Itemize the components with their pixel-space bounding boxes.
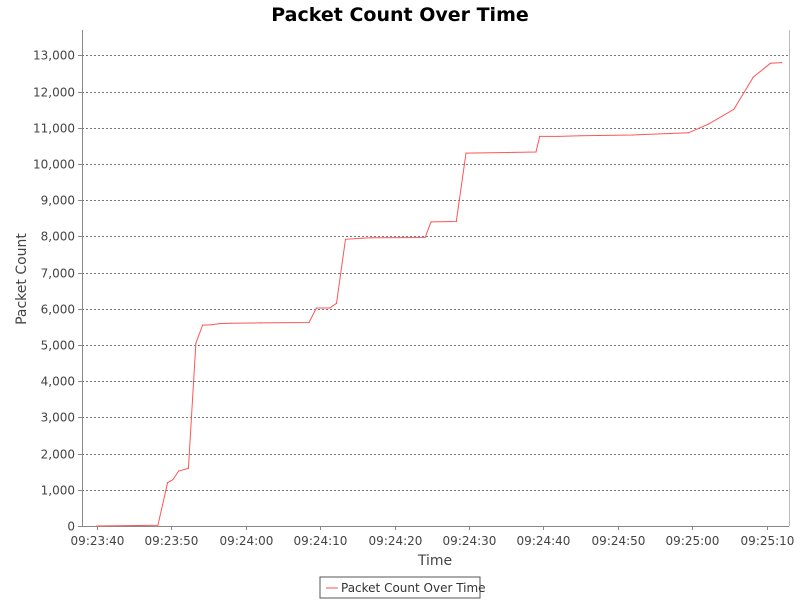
x-tick-label: 09:24:20	[369, 534, 423, 548]
data-point	[315, 307, 317, 309]
y-axis-label: Packet Count	[14, 233, 30, 325]
y-tick-label: 7,000	[41, 267, 75, 281]
data-point	[687, 132, 690, 134]
y-tick-label: 6,000	[41, 303, 75, 317]
x-tick-label: 09:24:50	[592, 534, 646, 548]
data-point	[202, 324, 204, 326]
y-tick-label: 10,000	[33, 158, 75, 172]
y-tick-label: 2,000	[41, 448, 75, 462]
data-point	[424, 236, 426, 239]
y-tick-label: 11,000	[33, 122, 75, 136]
plot-area	[82, 30, 789, 526]
y-tick-label: 13,000	[33, 49, 75, 63]
y-tick-label: 4,000	[41, 375, 75, 389]
x-tick-label: 09:25:10	[741, 534, 795, 548]
x-tick-label: 09:24:00	[220, 534, 274, 548]
legend: Packet Count Over Time	[319, 576, 486, 599]
data-point	[178, 470, 180, 472]
data-point	[708, 123, 710, 125]
x-tick-label: 09:25:00	[666, 534, 720, 548]
x-tick-label: 09:24:30	[443, 534, 497, 548]
y-tick-label: 8,000	[41, 230, 75, 244]
data-point	[230, 322, 232, 324]
y-tick-label: 3,000	[41, 411, 75, 425]
y-tick-label: 12,000	[33, 86, 75, 100]
data-point	[557, 135, 559, 137]
data-point	[752, 76, 754, 78]
y-tick-label: 5,000	[41, 339, 75, 353]
data-point	[187, 467, 189, 469]
x-axis-label: Time	[417, 553, 452, 569]
data-point	[210, 324, 213, 326]
x-tick-label: 09:23:50	[145, 534, 199, 548]
data-point	[344, 238, 347, 240]
data-point	[308, 321, 310, 324]
legend-box	[319, 576, 481, 599]
y-tick-label: 0	[67, 520, 75, 534]
data-point	[539, 135, 541, 137]
x-tick-label: 09:24:40	[517, 534, 571, 548]
data-point	[465, 152, 467, 154]
data-point	[455, 220, 457, 223]
x-tick-label: 09:23:40	[71, 534, 125, 548]
data-point	[733, 108, 735, 110]
data-point	[632, 134, 634, 136]
chart-title: Packet Count Over Time	[271, 4, 529, 26]
data-point	[769, 62, 772, 64]
data-point	[96, 525, 98, 527]
data-point	[195, 342, 197, 344]
data-point	[781, 62, 783, 64]
data-point	[329, 307, 331, 309]
data-point	[535, 151, 537, 153]
data-point	[513, 151, 515, 153]
legend-label: Packet Count Over Time	[341, 581, 486, 595]
data-point	[172, 479, 174, 481]
data-point	[430, 221, 432, 223]
data-point	[260, 322, 262, 324]
data-point	[167, 482, 169, 484]
data-point	[360, 237, 362, 239]
data-point	[371, 237, 373, 239]
y-tick-label: 9,000	[41, 194, 75, 208]
data-point	[157, 524, 159, 526]
x-tick-label: 09:24:10	[294, 534, 348, 548]
data-point	[219, 323, 221, 325]
y-tick-label: 1,000	[41, 484, 75, 498]
data-point	[335, 302, 338, 304]
data-point	[580, 135, 582, 137]
